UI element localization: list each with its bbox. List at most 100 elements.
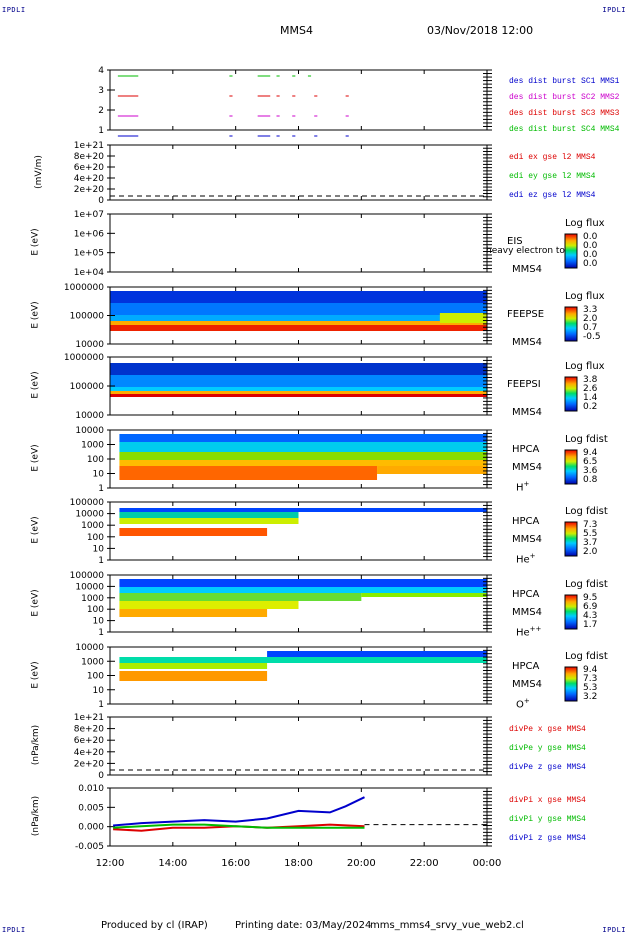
- spectrogram-band: [110, 375, 487, 387]
- y-tick-label: 10: [93, 470, 105, 480]
- panel-frame: [109, 787, 488, 847]
- y-tick-label: 0: [98, 196, 104, 206]
- spacecraft-label: MMS4: [512, 679, 542, 690]
- species-charge: +: [523, 480, 530, 488]
- corner-label-top-left: IPDLI: [2, 6, 26, 14]
- spectrogram-band: [119, 657, 488, 663]
- spectrogram-band: [119, 671, 268, 681]
- spacecraft-label: MMS4: [512, 462, 542, 473]
- instrument-label: FEEPSE: [507, 309, 545, 320]
- spectrogram-band: [119, 512, 299, 518]
- y-axis-label: E (eV): [30, 228, 41, 256]
- y-axis-label: E (eV): [30, 371, 41, 399]
- y-axis-label: E (eV): [30, 300, 41, 329]
- instrument-label: HPCA: [512, 661, 540, 672]
- spectrogram-band: [110, 315, 487, 321]
- colorbar-value: 0.8: [583, 475, 598, 485]
- colorbar-title: Log fdist: [565, 506, 608, 517]
- spectrogram-band: [119, 466, 378, 480]
- y-tick-label: 1: [98, 628, 104, 638]
- colorbar-value: 0.0: [583, 250, 598, 260]
- y-tick-label: 1e+05: [74, 249, 104, 259]
- corner-label-bottom-left: IPDLI: [2, 926, 26, 934]
- y-tick-label: 4e+20: [74, 174, 105, 184]
- instrument-label: EIS: [507, 236, 523, 247]
- y-tick-label: 1000000: [64, 283, 104, 293]
- x-tick-label: 22:00: [410, 858, 439, 869]
- spectrogram-band: [119, 528, 268, 536]
- y-tick-label: 3: [98, 86, 104, 96]
- y-axis-label: E (eV): [30, 516, 41, 544]
- y-tick-label: 100000: [70, 312, 105, 322]
- spectrogram-band: [267, 651, 487, 657]
- instrument-label: FEEPSI: [507, 379, 541, 390]
- x-tick-label: 18:00: [284, 858, 313, 869]
- legend-entry: divPe x gse MMS4: [509, 725, 586, 734]
- overlap-label: heavy electron to: [486, 246, 565, 256]
- colorbar-value: 9.4: [583, 448, 598, 458]
- legend-entry: des dist burst SC3 MMS3: [509, 109, 620, 118]
- y-tick-label: 8e+20: [74, 152, 105, 162]
- legend-entry: des dist burst SC4 MMS4: [509, 125, 620, 134]
- x-tick-label: 12:00: [96, 858, 125, 869]
- y-axis-label: (nPa/km): [31, 724, 42, 766]
- spectrogram-band: [119, 518, 299, 524]
- y-tick-label: 2e+20: [74, 759, 105, 769]
- spacecraft-label: MMS4: [512, 607, 542, 618]
- spectrogram-band: [361, 593, 487, 597]
- y-tick-label: 100: [87, 672, 104, 682]
- colorbar-value: 5.5: [583, 529, 598, 539]
- divpi-series-line: [113, 796, 365, 827]
- line-series-layer: [113, 75, 365, 832]
- colorbar-value: 6.5: [583, 457, 598, 467]
- colorbar-value: 0.0: [583, 232, 598, 242]
- colorbar-title: Log flux: [565, 291, 605, 302]
- colorbar-value: 0.7: [583, 323, 598, 333]
- colorbar-value: 2.0: [583, 547, 598, 557]
- y-tick-label: 2e+20: [74, 185, 105, 195]
- y-tick-label: 10000: [75, 426, 104, 436]
- y-tick-label: 0: [98, 771, 104, 781]
- y-tick-label: 1000: [81, 521, 104, 531]
- y-axis-label: E (eV): [30, 444, 41, 472]
- y-tick-label: 10: [93, 686, 105, 696]
- y-tick-label: 100000: [70, 571, 105, 581]
- colorbar-value: 9.5: [583, 593, 598, 603]
- spectrogram-band: [119, 460, 488, 466]
- spectrogram-band: [119, 442, 488, 452]
- spectrogram-band: [110, 394, 487, 397]
- spectrogram-band: [110, 303, 487, 315]
- y-tick-label: 10000: [75, 643, 104, 653]
- legend-entry: divPi z gse MMS4: [509, 834, 586, 843]
- datetime-title: 03/Nov/2018 12:00: [427, 24, 534, 37]
- colorbar-value: 1.7: [583, 620, 598, 630]
- y-tick-label: 4e+20: [74, 748, 105, 758]
- y-tick-label: 10000: [75, 510, 104, 520]
- colorbar-value: 9.4: [583, 665, 598, 675]
- y-tick-label: 100: [87, 533, 104, 543]
- colorbar-title: Log fdist: [565, 579, 608, 590]
- species-label: He++: [516, 625, 542, 639]
- spectrogram-band: [110, 291, 487, 303]
- y-tick-label: 10: [93, 544, 105, 554]
- y-tick-label: 100000: [70, 498, 105, 508]
- spectrogram-band: [110, 363, 487, 375]
- y-tick-label: 1: [98, 484, 104, 494]
- y-tick-label: 10: [93, 617, 105, 627]
- y-tick-label: 0.000: [78, 823, 104, 833]
- colorbar-value: 3.3: [583, 305, 598, 315]
- y-tick-label: 10000: [75, 340, 104, 350]
- spectrogram-band: [119, 508, 488, 512]
- colorbar-value: 3.2: [583, 692, 598, 702]
- colorbar-value: 2.0: [583, 314, 598, 324]
- corner-label-top-right: IPDLI: [602, 6, 626, 14]
- panel-frame: [109, 716, 488, 776]
- legend-entry: divPe z gse MMS4: [509, 763, 586, 772]
- colorbar-value: 3.7: [583, 538, 598, 548]
- species-charge: +: [529, 552, 536, 560]
- spectrogram-band: [119, 601, 299, 609]
- y-tick-label: 100000: [70, 382, 105, 392]
- spectrogram-band: [119, 663, 268, 669]
- y-tick-label: 6e+20: [74, 163, 105, 173]
